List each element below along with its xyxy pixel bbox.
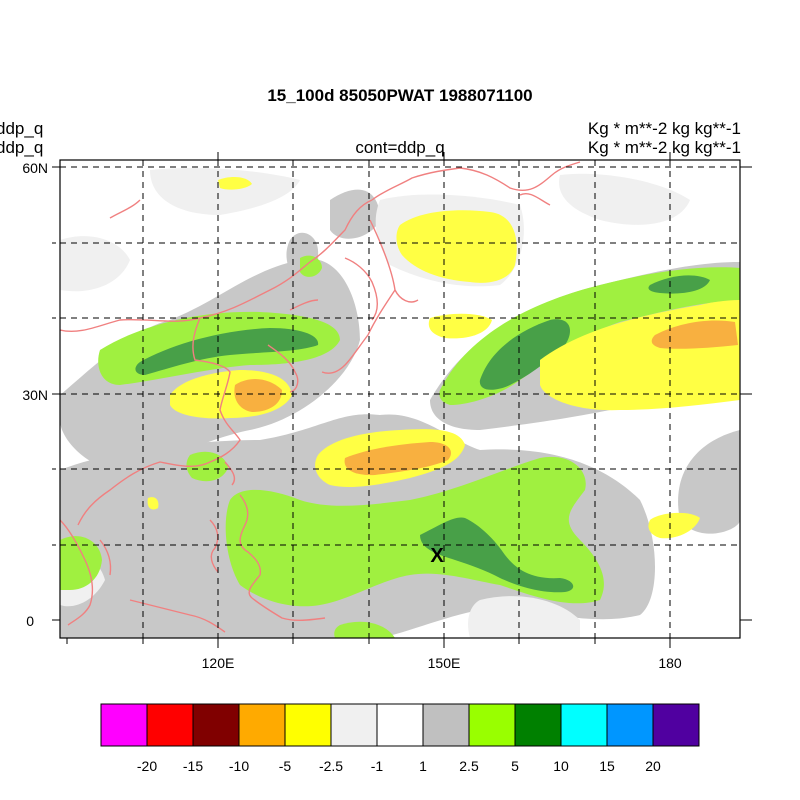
left-label-2: ddp_q [0, 138, 43, 157]
storm-marker: X [430, 545, 444, 567]
colorbar-swatch [560, 703, 608, 747]
lon-label-120e: 120E [202, 655, 235, 671]
colorbar-swatch [652, 703, 700, 747]
colorbar-label: 5 [511, 758, 519, 774]
lat-label-30n: 30N [22, 387, 48, 403]
colorbar-label: 2.5 [459, 758, 479, 774]
colorbar-swatch [376, 703, 424, 747]
lon-label-150e: 150E [428, 655, 461, 671]
colorbar-label: -15 [183, 758, 203, 774]
axis-ticks [52, 152, 752, 648]
colorbar-swatch [468, 703, 516, 747]
contour-fill-darkgreen [135, 275, 710, 593]
coastlines [60, 161, 581, 633]
colorbar-swatch [100, 703, 148, 747]
colorbar-label: -5 [279, 758, 292, 774]
graticule [60, 160, 740, 638]
colorbar-swatch [422, 703, 470, 747]
colorbar-label: -1 [371, 758, 384, 774]
colorbar-label: 1 [419, 758, 427, 774]
plot-title: 15_100d 85050PWAT 1988071100 [267, 86, 532, 105]
colorbar-label: -20 [137, 758, 157, 774]
lat-label-60n: 60N [22, 160, 48, 176]
contour-fill-orange [234, 320, 738, 476]
colorbar-swatch [192, 703, 240, 747]
lon-label-180: 180 [658, 655, 682, 671]
colorbar-swatch [606, 703, 654, 747]
colorbar-swatch [238, 703, 286, 747]
map-frame [59, 159, 741, 639]
colorbar-swatch [146, 703, 194, 747]
right-label-1: Kg * m**-2 kg kg**-1 [588, 119, 741, 138]
colorbar: -20 -15 -10 -5 -2.5 -1 1 2.5 5 10 15 20 [100, 703, 700, 774]
right-label-2: Kg * m**-2 kg kg**-1 [588, 138, 741, 157]
colorbar-label: -2.5 [319, 758, 343, 774]
colorbar-label: 20 [645, 758, 661, 774]
center-label: cont=ddp_q [355, 138, 444, 157]
colorbar-swatch [514, 703, 562, 747]
colorbar-label: 15 [599, 758, 615, 774]
lat-label-0: 0 [26, 613, 34, 629]
colorbar-label: 10 [553, 758, 569, 774]
map-panel: X [60, 160, 740, 638]
colorbar-label: -10 [229, 758, 249, 774]
colorbar-swatch [330, 703, 378, 747]
colorbar-swatch [284, 703, 332, 747]
left-label-1: ddp_q [0, 119, 43, 138]
